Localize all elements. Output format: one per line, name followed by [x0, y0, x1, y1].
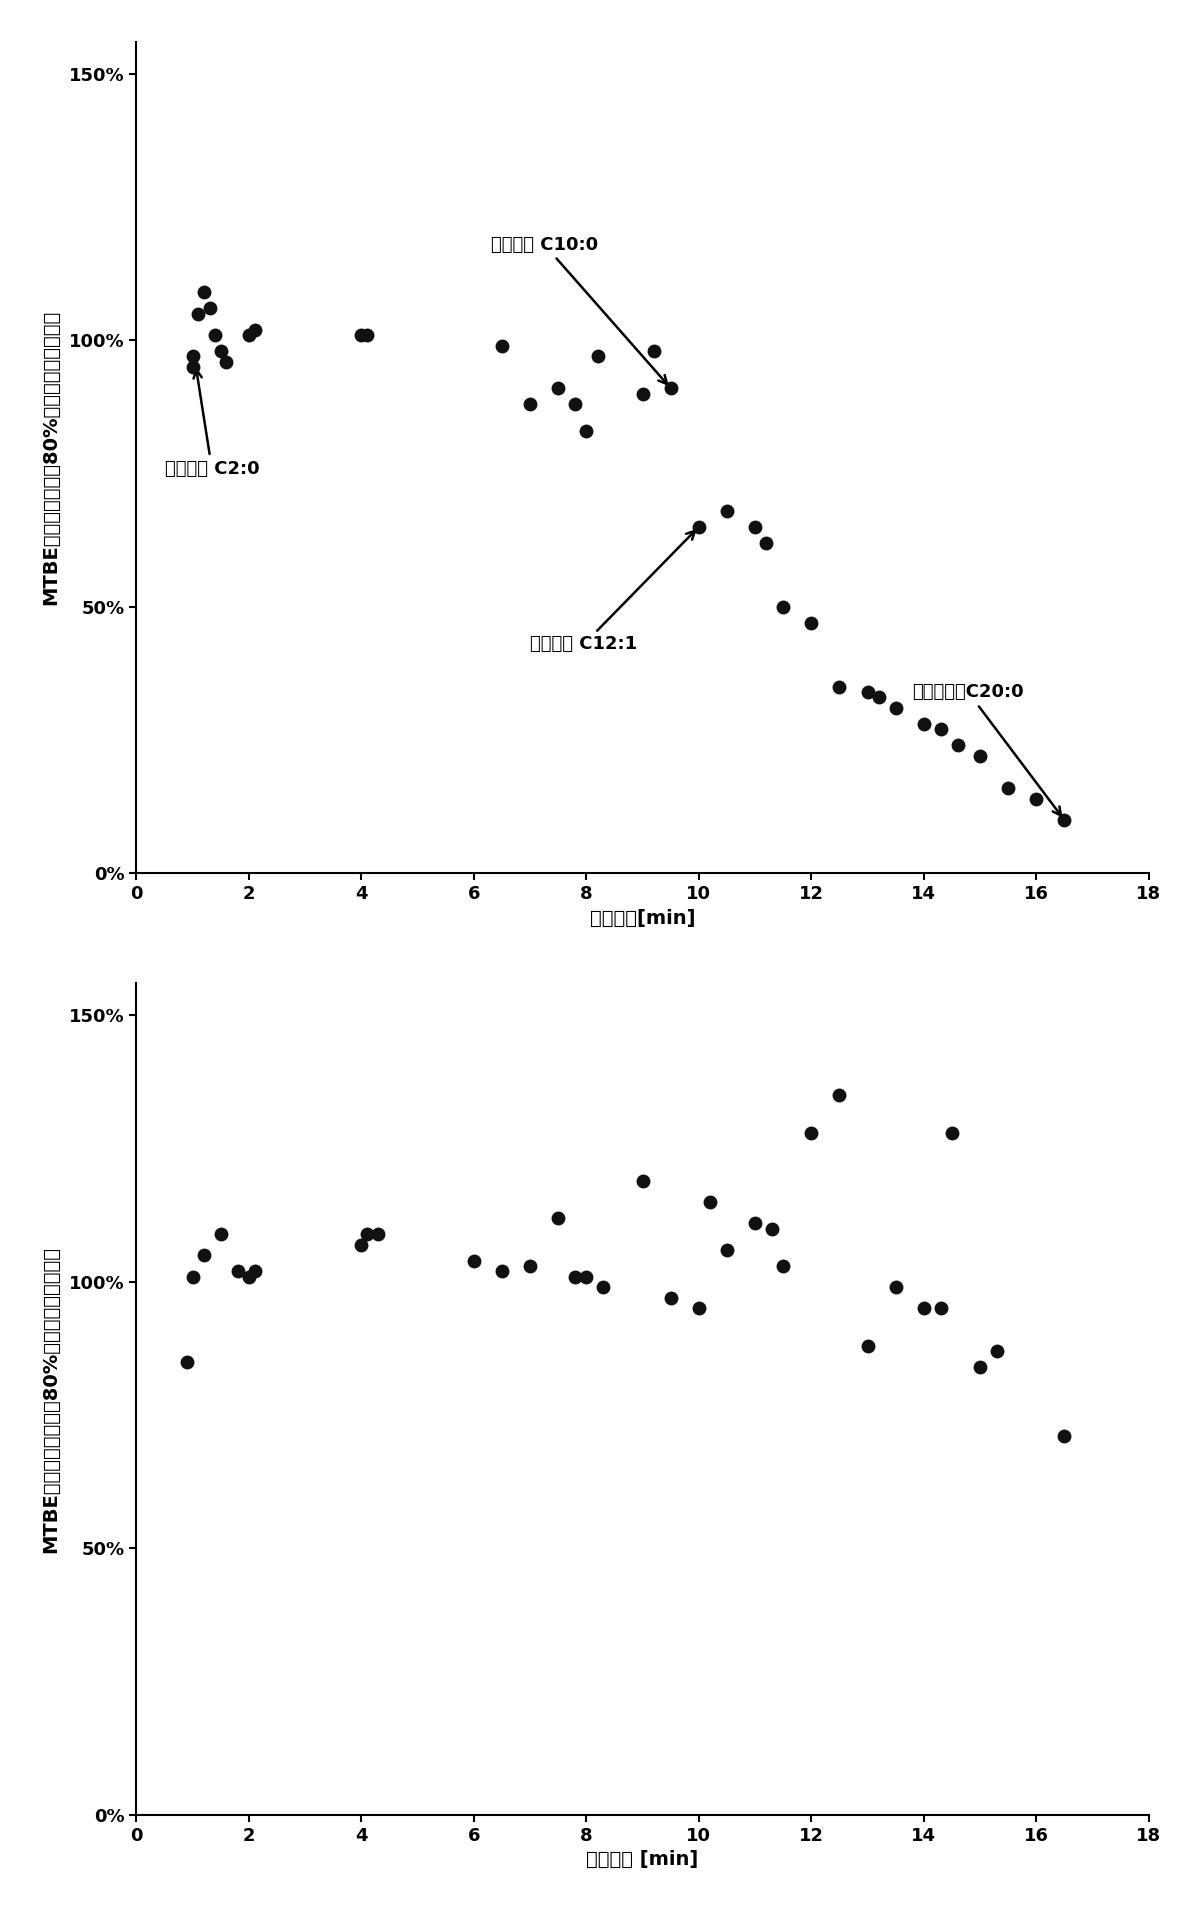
- Point: [914, 709, 934, 740]
- Point: [1055, 805, 1074, 835]
- Y-axis label: MTBE下层提取物相对80%甲醇提取物的回收率: MTBE下层提取物相对80%甲醇提取物的回收率: [42, 310, 60, 606]
- Point: [368, 1219, 387, 1250]
- Point: [245, 1256, 265, 1286]
- Point: [914, 1294, 934, 1324]
- Point: [830, 1080, 849, 1110]
- Text: 酰基肉碱 C2:0: 酰基肉碱 C2:0: [165, 369, 259, 478]
- Point: [1026, 784, 1045, 814]
- Point: [183, 352, 202, 382]
- Point: [492, 331, 511, 361]
- Point: [549, 1202, 568, 1233]
- Point: [1055, 1422, 1074, 1452]
- Point: [200, 292, 219, 323]
- Point: [662, 1282, 681, 1313]
- Point: [746, 1208, 765, 1238]
- Point: [971, 741, 990, 772]
- Point: [887, 1273, 906, 1303]
- Point: [212, 1219, 231, 1250]
- Point: [801, 608, 820, 638]
- Point: [576, 415, 595, 445]
- Point: [245, 313, 265, 344]
- Point: [757, 527, 776, 558]
- Point: [830, 671, 849, 701]
- Point: [239, 1261, 259, 1292]
- Point: [492, 1256, 511, 1286]
- Point: [177, 1347, 196, 1378]
- Point: [717, 1235, 736, 1265]
- Point: [931, 1294, 950, 1324]
- Point: [351, 1229, 371, 1259]
- Point: [689, 512, 709, 543]
- Point: [858, 1330, 877, 1361]
- Point: [633, 1166, 652, 1196]
- Point: [229, 1256, 248, 1286]
- Point: [357, 319, 377, 350]
- Point: [645, 336, 664, 367]
- Point: [206, 319, 225, 350]
- Point: [217, 346, 236, 376]
- Point: [858, 676, 877, 707]
- Point: [521, 1250, 540, 1280]
- Point: [351, 319, 371, 350]
- Point: [565, 390, 585, 420]
- Text: 酰基肉碱 C12:1: 酰基肉碱 C12:1: [531, 531, 695, 654]
- Text: 酰基肉碱 C10:0: 酰基肉碱 C10:0: [491, 235, 666, 384]
- X-axis label: 保留时间 [min]: 保留时间 [min]: [587, 1850, 699, 1869]
- Point: [887, 694, 906, 724]
- Point: [763, 1213, 782, 1244]
- Point: [700, 1187, 719, 1217]
- Point: [464, 1246, 484, 1277]
- Point: [588, 340, 608, 371]
- Point: [183, 340, 202, 371]
- Point: [549, 373, 568, 403]
- Point: [971, 1351, 990, 1382]
- Point: [689, 1294, 709, 1324]
- Point: [948, 730, 967, 761]
- Point: [746, 512, 765, 543]
- Point: [998, 772, 1018, 803]
- Point: [774, 592, 793, 623]
- Point: [576, 1261, 595, 1292]
- Point: [931, 715, 950, 745]
- Point: [633, 378, 652, 409]
- Y-axis label: MTBE混合层提取物相对80%甲醇提取物的回收率: MTBE混合层提取物相对80%甲醇提取物的回收率: [42, 1246, 60, 1552]
- Point: [988, 1336, 1007, 1366]
- Point: [239, 319, 259, 350]
- Point: [212, 336, 231, 367]
- Point: [593, 1273, 612, 1303]
- Point: [717, 495, 736, 526]
- Point: [183, 1261, 202, 1292]
- Point: [774, 1250, 793, 1280]
- Point: [521, 390, 540, 420]
- Point: [942, 1118, 961, 1149]
- Point: [870, 682, 889, 713]
- Point: [189, 298, 208, 329]
- Point: [195, 1240, 214, 1271]
- Point: [195, 277, 214, 308]
- X-axis label: 保留时间[min]: 保留时间[min]: [589, 910, 695, 927]
- Point: [801, 1118, 820, 1149]
- Point: [357, 1219, 377, 1250]
- Point: [565, 1261, 585, 1292]
- Text: 酰基肉碱　C20:0: 酰基肉碱 C20:0: [913, 684, 1061, 816]
- Point: [662, 373, 681, 403]
